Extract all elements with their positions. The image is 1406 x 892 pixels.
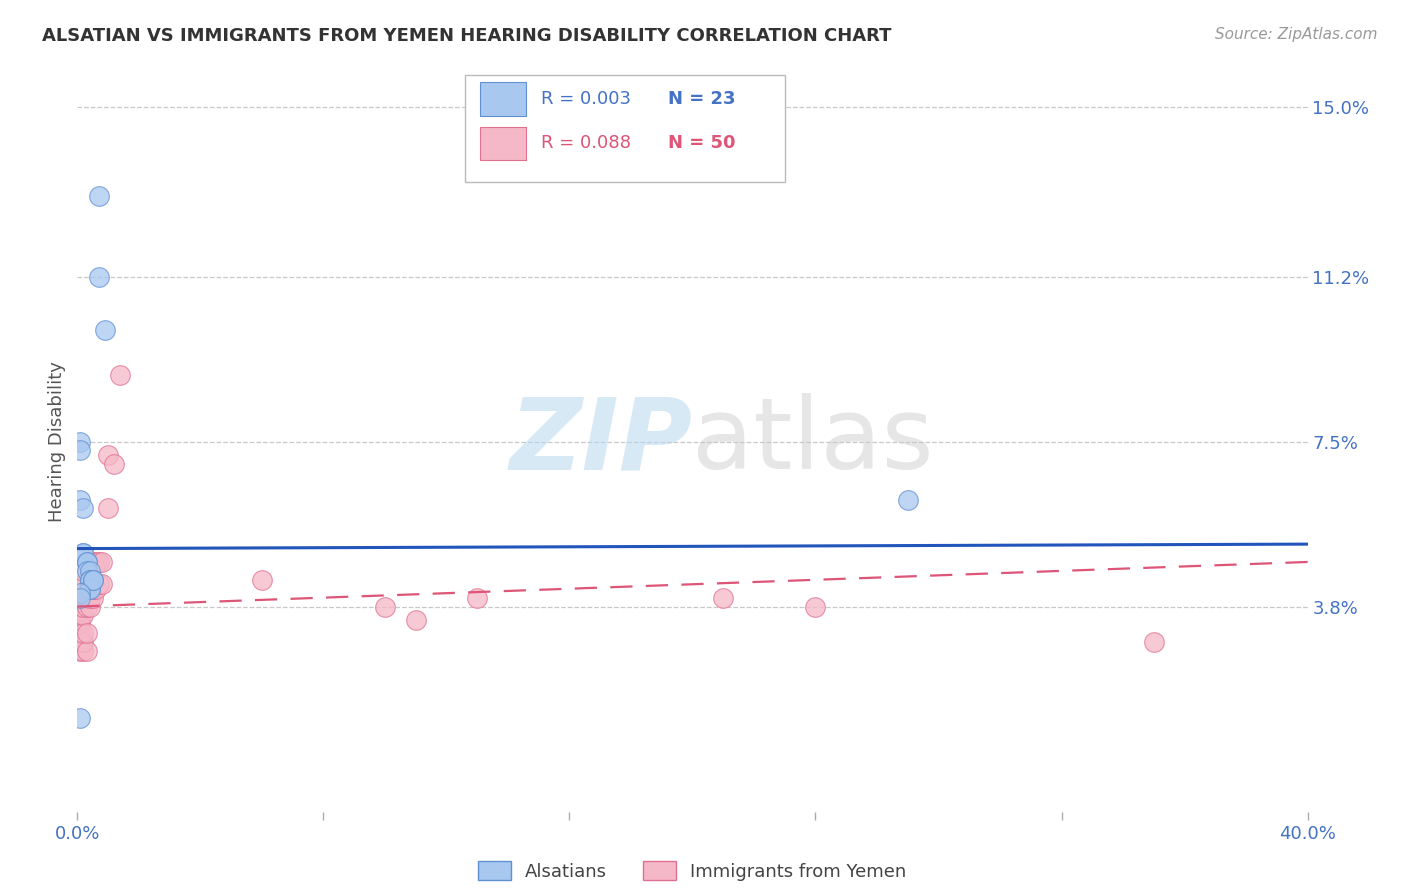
Point bbox=[69, 591, 91, 605]
Point bbox=[76, 555, 98, 569]
Point bbox=[76, 626, 98, 640]
Point bbox=[84, 555, 107, 569]
Y-axis label: Hearing Disability: Hearing Disability bbox=[48, 361, 66, 522]
Point bbox=[79, 577, 101, 591]
Point bbox=[79, 599, 101, 614]
Point bbox=[94, 323, 117, 337]
Point bbox=[79, 564, 101, 578]
FancyBboxPatch shape bbox=[465, 75, 785, 183]
FancyBboxPatch shape bbox=[479, 82, 526, 116]
Point bbox=[97, 501, 120, 516]
Text: R = 0.003: R = 0.003 bbox=[541, 90, 631, 108]
Point bbox=[69, 617, 91, 632]
Point bbox=[79, 573, 101, 587]
Text: Source: ZipAtlas.com: Source: ZipAtlas.com bbox=[1215, 27, 1378, 42]
Text: R = 0.088: R = 0.088 bbox=[541, 134, 631, 153]
Point bbox=[374, 599, 396, 614]
Point bbox=[69, 582, 91, 596]
Point bbox=[69, 644, 91, 658]
Point bbox=[90, 555, 114, 569]
Point bbox=[465, 591, 488, 605]
Point bbox=[69, 434, 91, 449]
Point bbox=[72, 546, 94, 560]
Point bbox=[76, 564, 98, 578]
FancyBboxPatch shape bbox=[479, 127, 526, 161]
Point bbox=[84, 582, 107, 596]
Point bbox=[72, 564, 94, 578]
Point bbox=[82, 582, 104, 596]
Point bbox=[69, 595, 91, 609]
Point bbox=[79, 582, 101, 596]
Point bbox=[82, 591, 104, 605]
Point bbox=[69, 443, 91, 458]
Point bbox=[87, 269, 110, 284]
Point bbox=[87, 577, 110, 591]
Point bbox=[79, 582, 101, 596]
Point bbox=[69, 608, 91, 623]
Point bbox=[79, 591, 101, 605]
Point bbox=[103, 457, 125, 471]
Point bbox=[79, 555, 101, 569]
Point bbox=[405, 613, 427, 627]
Point bbox=[1143, 635, 1166, 649]
Point bbox=[76, 591, 98, 605]
Point bbox=[72, 644, 94, 658]
Point bbox=[711, 591, 734, 605]
Point bbox=[82, 573, 104, 587]
Point bbox=[250, 573, 273, 587]
Point bbox=[72, 599, 94, 614]
Point bbox=[76, 644, 98, 658]
Text: N = 50: N = 50 bbox=[668, 134, 735, 153]
Point bbox=[72, 501, 94, 516]
Point bbox=[97, 448, 120, 462]
Point bbox=[804, 599, 827, 614]
Point bbox=[69, 604, 91, 618]
Legend: Alsatians, Immigrants from Yemen: Alsatians, Immigrants from Yemen bbox=[471, 854, 914, 888]
Point bbox=[69, 711, 91, 725]
Point bbox=[897, 492, 920, 507]
Point bbox=[76, 599, 98, 614]
Point bbox=[72, 626, 94, 640]
Point bbox=[90, 577, 114, 591]
Point bbox=[72, 546, 94, 560]
Point bbox=[79, 573, 101, 587]
Point bbox=[72, 635, 94, 649]
Point bbox=[87, 555, 110, 569]
Point bbox=[79, 564, 101, 578]
Point bbox=[69, 586, 91, 600]
Point bbox=[69, 613, 91, 627]
Text: ALSATIAN VS IMMIGRANTS FROM YEMEN HEARING DISABILITY CORRELATION CHART: ALSATIAN VS IMMIGRANTS FROM YEMEN HEARIN… bbox=[42, 27, 891, 45]
Text: N = 23: N = 23 bbox=[668, 90, 735, 108]
Point bbox=[72, 577, 94, 591]
Point bbox=[69, 586, 91, 600]
Point bbox=[82, 573, 104, 587]
Text: atlas: atlas bbox=[693, 393, 934, 490]
Point bbox=[82, 573, 104, 587]
Point bbox=[69, 635, 91, 649]
Point bbox=[72, 591, 94, 605]
Point bbox=[69, 599, 91, 614]
Point bbox=[72, 608, 94, 623]
Point bbox=[76, 555, 98, 569]
Point bbox=[87, 189, 110, 203]
Point bbox=[110, 368, 132, 382]
Point bbox=[69, 626, 91, 640]
Point bbox=[69, 492, 91, 507]
Point bbox=[69, 591, 91, 605]
Point bbox=[82, 555, 104, 569]
Text: ZIP: ZIP bbox=[509, 393, 693, 490]
